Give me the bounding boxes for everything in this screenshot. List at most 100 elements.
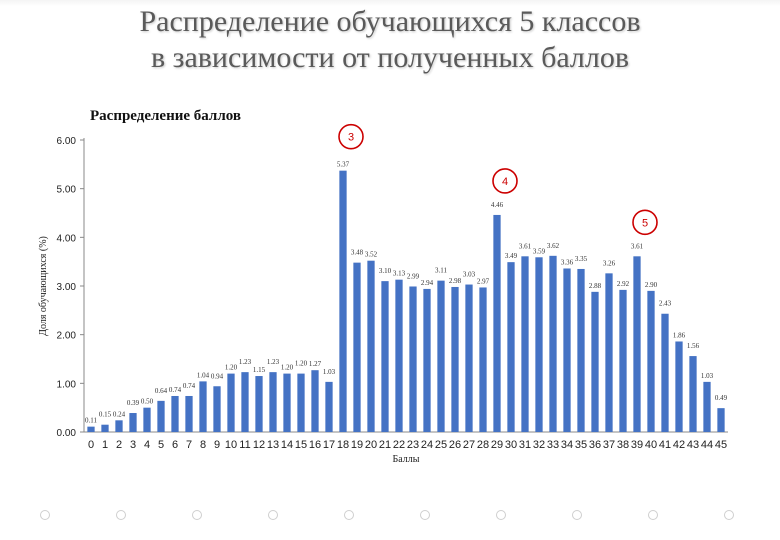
x-tick-label: 1	[102, 439, 108, 451]
page-title-line-1: Распределение обучающихся 5 классов	[139, 5, 641, 38]
data-label: 3.62	[547, 242, 560, 250]
data-label: 0.64	[155, 387, 168, 395]
x-tick-label: 26	[449, 439, 461, 451]
x-tick-label: 44	[701, 439, 713, 451]
annotation-label: 3	[348, 132, 354, 144]
annotation-circle	[338, 123, 364, 150]
x-tick-label: 41	[659, 439, 671, 451]
bar	[171, 395, 179, 432]
bar	[395, 279, 403, 432]
y-axis-label: Доля обучающихся (%)	[38, 236, 49, 336]
data-label: 1.23	[267, 358, 280, 366]
data-label: 3.13	[393, 270, 406, 278]
y-tick-label: 2.00	[57, 331, 77, 342]
data-label: 2.88	[589, 282, 602, 290]
y-tick-label: 6.00	[57, 136, 77, 147]
x-tick-label: 14	[281, 439, 293, 451]
data-label: 3.11	[435, 267, 447, 275]
bar	[703, 381, 711, 432]
x-tick-label: 20	[365, 439, 377, 451]
decoration-dot	[572, 510, 582, 520]
data-label: 1.23	[239, 358, 252, 366]
x-tick-label: 10	[225, 439, 237, 451]
data-label: 2.97	[477, 277, 490, 285]
bar	[199, 381, 207, 432]
data-label: 1.27	[309, 360, 322, 368]
slide-decoration-dots	[40, 506, 740, 526]
data-label: 3.26	[603, 259, 616, 267]
annotation-label: 5	[642, 217, 648, 229]
x-tick-label: 23	[407, 439, 419, 451]
bar	[339, 170, 347, 432]
x-tick-label: 36	[589, 439, 601, 451]
x-tick-label: 37	[603, 439, 615, 451]
y-tick-label: 3.00	[57, 282, 77, 293]
bar	[507, 262, 515, 432]
bar	[143, 407, 151, 432]
x-tick-label: 25	[435, 439, 447, 451]
decoration-dot	[268, 510, 278, 520]
bar	[577, 268, 585, 432]
data-label: 2.99	[407, 272, 420, 280]
data-label: 0.49	[715, 394, 728, 402]
data-label: 0.24	[113, 410, 126, 418]
bar	[325, 381, 333, 432]
x-tick-label: 18	[337, 439, 349, 451]
decoration-dot	[344, 510, 354, 520]
bar	[185, 395, 193, 432]
bar	[115, 420, 123, 432]
chart-title: Распределение баллов	[90, 108, 241, 124]
bar	[493, 214, 501, 432]
x-tick-label: 30	[505, 439, 517, 451]
decoration-dot	[192, 510, 202, 520]
x-tick-label: 19	[351, 439, 363, 451]
x-tick-label: 29	[491, 439, 503, 451]
data-label: 3.59	[533, 247, 546, 255]
y-tick-label: 1.00	[57, 379, 77, 390]
decoration-dot	[496, 510, 506, 520]
bar	[353, 262, 361, 432]
data-label: 1.86	[673, 331, 686, 339]
bar	[563, 268, 571, 432]
data-label: 3.48	[351, 249, 364, 257]
x-tick-label: 4	[144, 439, 150, 451]
decoration-dot	[724, 510, 734, 520]
data-label: 3.49	[505, 252, 518, 260]
bar	[689, 356, 697, 432]
decoration-dot	[420, 510, 430, 520]
data-label: 2.43	[659, 300, 672, 308]
bar	[409, 286, 417, 432]
y-tick-label: 0.00	[57, 428, 77, 439]
data-label: 0.74	[183, 382, 196, 390]
bar	[381, 281, 389, 432]
x-tick-label: 17	[323, 439, 335, 451]
bar	[451, 286, 459, 432]
x-tick-label: 6	[172, 439, 178, 451]
bar	[213, 386, 221, 432]
bar	[297, 373, 305, 432]
data-label: 0.74	[169, 386, 182, 394]
x-tick-label: 13	[267, 439, 279, 451]
annotation-circle	[492, 168, 518, 194]
data-label: 2.98	[449, 277, 462, 285]
data-label: 3.36	[561, 258, 574, 266]
x-tick-label: 22	[393, 439, 405, 451]
bar	[101, 424, 109, 432]
x-tick-label: 3	[130, 439, 136, 451]
x-tick-label: 27	[463, 439, 475, 451]
bar	[535, 257, 543, 432]
bar	[87, 426, 95, 432]
bar	[311, 370, 319, 432]
x-tick-label: 9	[214, 439, 220, 451]
bar	[619, 289, 627, 432]
data-label: 1.04	[197, 371, 210, 379]
x-tick-label: 7	[186, 439, 192, 451]
x-axis-label: Баллы	[393, 454, 420, 465]
x-tick-label: 39	[631, 439, 643, 451]
data-label: 5.37	[337, 161, 350, 169]
data-label: 1.03	[701, 372, 714, 380]
x-tick-label: 38	[617, 439, 629, 451]
data-label: 1.56	[687, 342, 700, 350]
x-tick-label: 43	[687, 439, 699, 451]
